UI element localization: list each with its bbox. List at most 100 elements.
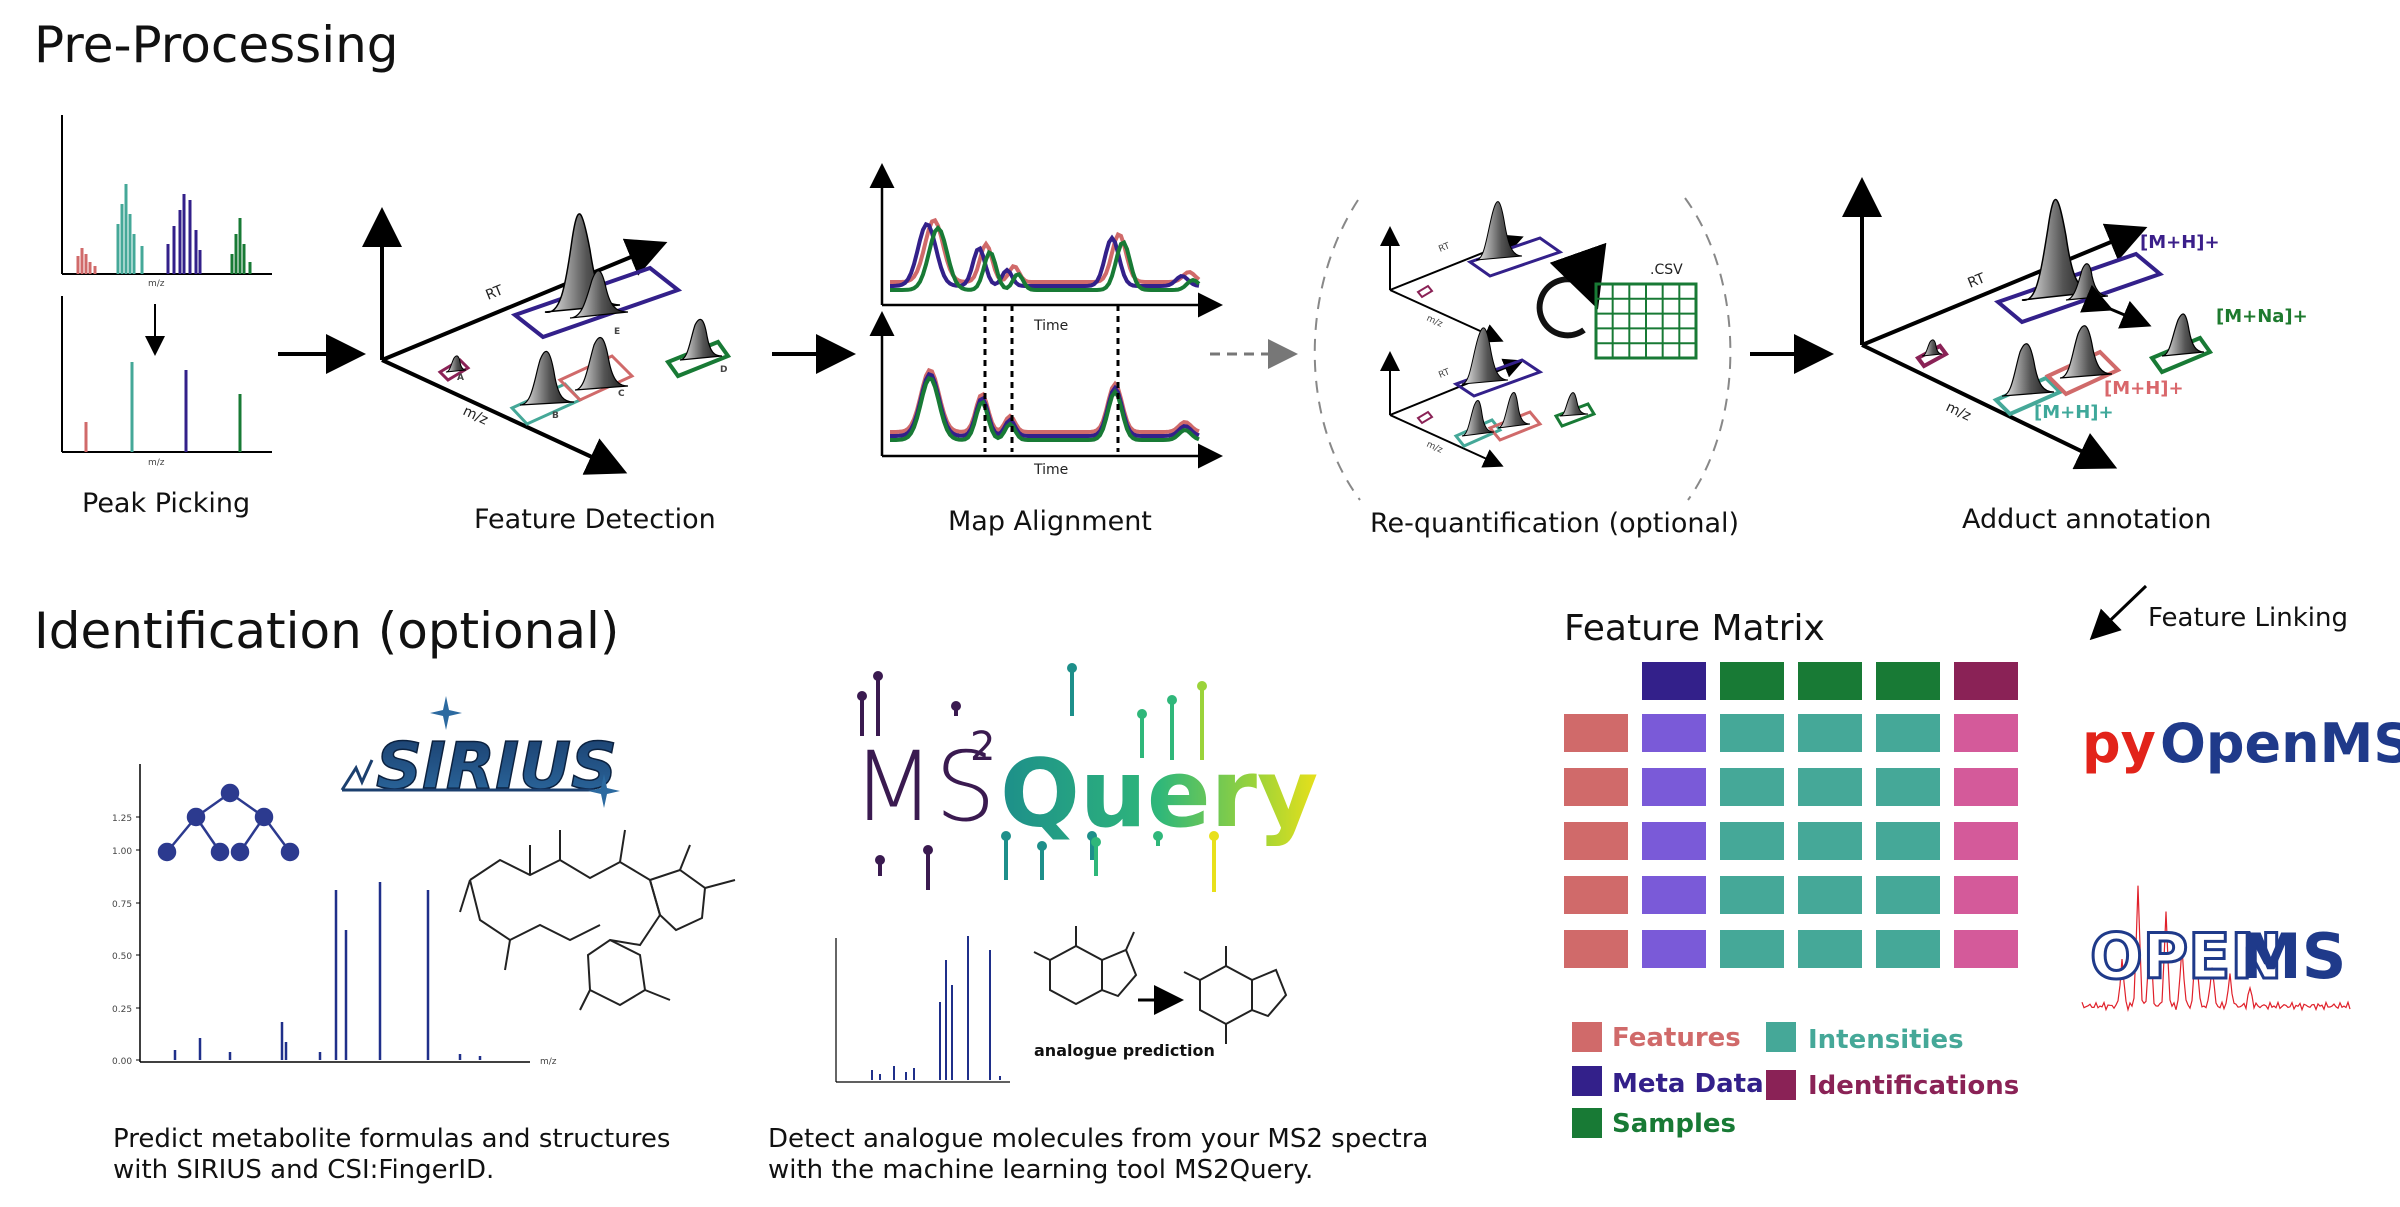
matrix-header-cell <box>1798 662 1862 700</box>
logo-dot <box>1209 831 1219 841</box>
pyopenms-logo: py OpenMS <box>2082 712 2400 775</box>
legend-swatch-identifications <box>1766 1070 1796 1100</box>
matrix-header-cell <box>1720 662 1784 700</box>
adduct-rt-label: RT <box>1966 270 1988 291</box>
sirius-panel: 1.25 1.00 0.75 0.50 0.25 0.00 m/z SIRIUS <box>112 696 736 1185</box>
profile-axis-label: m/z <box>148 279 165 289</box>
matrix-cell <box>1720 714 1784 752</box>
chromatogram-trace <box>890 375 1200 442</box>
matrix-cell <box>1564 768 1628 806</box>
time-axis-label-top: Time <box>1033 318 1068 334</box>
matrix-cell <box>1876 822 1940 860</box>
matrix-cell <box>1642 768 1706 806</box>
ms2query-logo-ms: MS <box>852 731 996 843</box>
matrix-cell <box>1954 930 2018 968</box>
sirius-y-tick: 0.50 <box>112 952 132 962</box>
peak-picking-panel: m/z m/z Peak Picking <box>61 115 272 519</box>
requant-mz-label-bottom: m/z <box>1425 440 1444 456</box>
logo-dot <box>1001 831 1011 841</box>
logo-dot <box>1153 831 1163 841</box>
centroid-axis-label: m/z <box>148 458 165 468</box>
time-axis-label-bottom: Time <box>1033 462 1068 478</box>
feature-detection-caption: Feature Detection <box>474 504 716 535</box>
adduct-annotation-caption: Adduct annotation <box>1962 504 2212 535</box>
matrix-header-cell <box>1642 662 1706 700</box>
csv-table-icon <box>1594 282 1698 360</box>
matrix-cell <box>1720 930 1784 968</box>
logo-dot <box>1037 841 1047 851</box>
logo-dot <box>857 691 867 701</box>
matrix-cell <box>1876 714 1940 752</box>
sirius-logo: SIRIUS <box>340 696 620 808</box>
sirius-x-label: m/z <box>540 1057 557 1067</box>
logo-dot <box>1197 681 1207 691</box>
sirius-y-tick: 0.25 <box>112 1005 132 1015</box>
feature-matrix-title: Feature Matrix <box>1564 608 1825 649</box>
legend-identifications: Identifications <box>1808 1071 2019 1101</box>
matrix-cell <box>1876 876 1940 914</box>
chromatogram-trace <box>890 221 1200 288</box>
feature-linking-arrow-icon <box>2089 584 2148 641</box>
openms-logo-open: OPEN <box>2090 920 2282 993</box>
matrix-cell <box>1720 822 1784 860</box>
map-alignment-panel: Time Time Map Alignment <box>869 163 1223 537</box>
sirius-y-tick: 0.00 <box>112 1057 132 1067</box>
ms2query-description-line1: Detect analogue molecules from your MS2 … <box>768 1124 1428 1154</box>
matrix-cell <box>1798 768 1862 806</box>
ms2query-description-line2: with the machine learning tool MS2Query. <box>768 1155 1313 1185</box>
ms2query-panel: MS 2 Query analogue prediction Detect an… <box>768 663 1428 1185</box>
logo-dot <box>1091 837 1101 847</box>
matrix-cell <box>1720 876 1784 914</box>
matrix-cell <box>1954 876 2018 914</box>
feature-linking-label: Feature Linking <box>2148 603 2348 633</box>
centroid-spectrum <box>61 296 272 453</box>
legend-swatch-features <box>1572 1022 1602 1052</box>
sirius-y-tick: 1.25 <box>112 814 132 824</box>
logo-dot <box>875 855 885 865</box>
sirius-description-line2: with SIRIUS and CSI:FingerID. <box>113 1155 494 1185</box>
matrix-cell <box>1876 768 1940 806</box>
sirius-y-tick: 1.00 <box>112 847 132 857</box>
csv-label: .CSV <box>1650 262 1683 278</box>
legend-intensities: Intensities <box>1808 1025 1964 1055</box>
matrix-cell <box>1720 768 1784 806</box>
aligned-maps-top <box>890 217 1201 292</box>
legend-samples: Samples <box>1612 1109 1736 1139</box>
matrix-cell <box>1798 714 1862 752</box>
matrix-cell <box>1798 822 1862 860</box>
requantification-caption: Re-quantification (optional) <box>1370 508 1739 539</box>
matrix-cell <box>1798 876 1862 914</box>
matrix-cell <box>1798 930 1862 968</box>
map-alignment-caption: Map Alignment <box>948 506 1152 537</box>
pyopenms-logo-openms: OpenMS <box>2160 712 2400 775</box>
matrix-header-cell <box>1876 662 1940 700</box>
matrix-cell <box>1642 876 1706 914</box>
legend-swatch-samples <box>1572 1108 1602 1138</box>
star-icon <box>430 696 462 730</box>
matrix-cell <box>1876 930 1940 968</box>
feature-matrix-panel: Feature Matrix Feature Linking Features … <box>1564 584 2348 1139</box>
ms2query-logo-query: Query <box>1000 740 1318 849</box>
openms-logo-ms: MS <box>2240 920 2346 993</box>
sirius-description-line1: Predict metabolite formulas and structur… <box>113 1124 670 1154</box>
requant-rt-label-top: RT <box>1437 241 1452 255</box>
sirius-logo-text: SIRIUS <box>376 730 617 804</box>
logo-dot <box>951 701 961 711</box>
sirius-y-ticks: 1.25 1.00 0.75 0.50 0.25 0.00 <box>112 814 140 1067</box>
logo-dot <box>873 671 883 681</box>
legend-meta-data: Meta Data <box>1612 1069 1764 1099</box>
chromatogram-trace <box>890 367 1200 434</box>
openms-logo: OPEN MS <box>2081 885 2351 1013</box>
adduct-label-mh-top: [M+H]+ <box>2140 232 2220 253</box>
feature-label-c: C <box>618 389 625 399</box>
ms2query-logo-superscript: 2 <box>970 724 995 770</box>
adduct-mz-label: m/z <box>1943 399 1973 424</box>
logo-dot <box>1067 663 1077 673</box>
matrix-cell <box>1564 876 1628 914</box>
preprocessing-title: Pre-Processing <box>34 16 399 74</box>
feature-label-e: E <box>614 327 620 337</box>
aligned-maps-bottom <box>890 367 1200 442</box>
feature-label-b: B <box>552 411 559 421</box>
rt-axis-label: RT <box>484 282 506 303</box>
